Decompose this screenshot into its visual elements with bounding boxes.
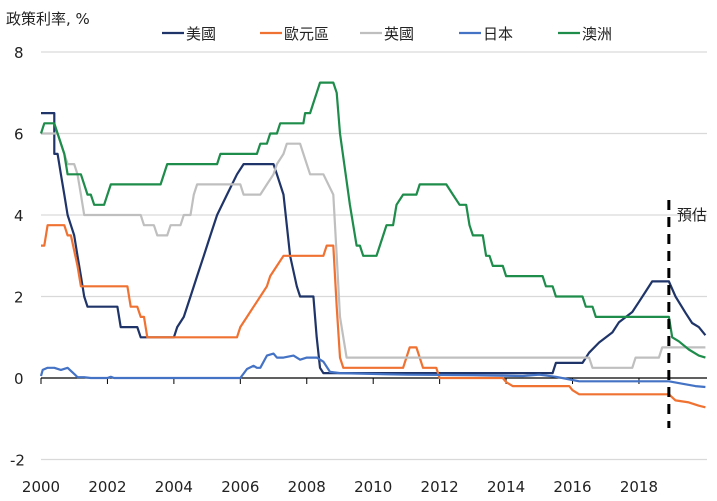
y-axis-label: 政策利率, %: [6, 10, 90, 28]
x-tick-label: 2018: [620, 478, 658, 496]
x-tick-label: 2006: [221, 478, 259, 496]
x-tick-label: 2016: [553, 478, 591, 496]
series-line-美國: [41, 112, 707, 375]
legend-label: 美國: [186, 25, 216, 43]
y-tick-label: 4: [14, 207, 24, 225]
series-line-歐元區: [41, 224, 706, 409]
forecast-label: 預估: [677, 206, 707, 224]
x-tick-label: 2002: [88, 478, 126, 496]
x-tick-label: 2014: [487, 478, 525, 496]
forecast-annotation: 預估: [667, 200, 707, 428]
x-tick-label: 2012: [421, 478, 459, 496]
y-tick-label: 0: [14, 370, 24, 388]
x-tick-label: 2008: [288, 478, 326, 496]
legend-label: 英國: [384, 25, 414, 43]
y-axis-ticks: 8 6 4 2 0 -2: [10, 44, 25, 470]
x-axis: 2000 2002 2004 2006 2008 2010 2012 2014 2016 2018: [22, 377, 707, 496]
legend: 美國 歐元區 英國 日本 澳洲: [162, 25, 612, 43]
x-tick-label: 2000: [22, 478, 60, 496]
y-tick-label: 6: [14, 126, 24, 144]
series-lines: [39, 81, 707, 409]
legend-label: 澳洲: [582, 25, 612, 43]
series-line-日本: [39, 352, 706, 389]
x-tick-label: 2004: [155, 478, 193, 496]
series-line-澳洲: [39, 81, 706, 359]
legend-label: 日本: [483, 25, 513, 43]
gridlines: [41, 51, 707, 461]
y-tick-label: -2: [10, 452, 25, 470]
y-tick-label: 8: [14, 44, 24, 62]
x-tick-label: 2010: [354, 478, 392, 496]
y-tick-label: 2: [14, 289, 24, 307]
legend-label: 歐元區: [284, 25, 329, 43]
series-line-英國: [41, 132, 706, 369]
